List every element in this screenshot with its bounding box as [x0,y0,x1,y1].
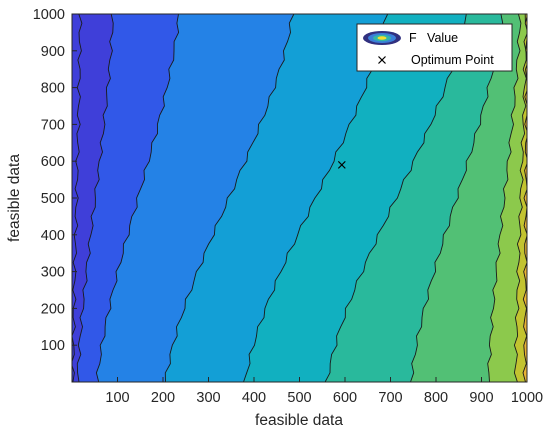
y-tick-label: 200 [41,301,65,317]
y-tick-label: 100 [41,338,65,354]
y-axis-title: feasible data [6,154,23,242]
y-tick-label: 700 [41,117,65,133]
legend-x-marker-icon [378,56,386,64]
y-axis: 100 200 300 400 500 600 700 800 900 1000 [33,7,77,354]
x-axis: 100 200 300 400 500 600 700 800 900 1000 [105,377,543,406]
x-tick-label: 600 [333,390,357,406]
y-tick-label: 300 [41,265,65,281]
x-tick-label: 500 [287,390,311,406]
x-tick-label: 100 [105,390,129,406]
plot-area [72,14,527,382]
y-tick-label: 500 [41,191,65,207]
y-tick-label: 800 [41,81,65,97]
optimum-point-stroke [337,160,346,169]
optimum-point-marker [337,160,346,169]
y-tick-label: 600 [41,154,65,170]
x-tick-label: 700 [378,390,402,406]
y-tick-label: 1000 [33,7,65,23]
x-tick-label: 200 [151,390,175,406]
x-tick-label: 400 [242,390,266,406]
x-tick-label: 900 [469,390,493,406]
legend: F Value Optimum Point [356,23,513,72]
legend-label-optimum-point: Optimum Point [411,53,494,67]
x-tick-label: 300 [196,390,220,406]
y-tick-label: 400 [41,228,65,244]
x-tick-label: 1000 [511,390,543,406]
legend-label-f-value: F Value [409,31,458,45]
x-tick-label: 800 [424,390,448,406]
y-tick-label: 900 [41,44,65,60]
x-axis-title: feasible data [255,412,343,429]
legend-contour-icon [363,31,401,45]
contour-bands [72,14,527,382]
